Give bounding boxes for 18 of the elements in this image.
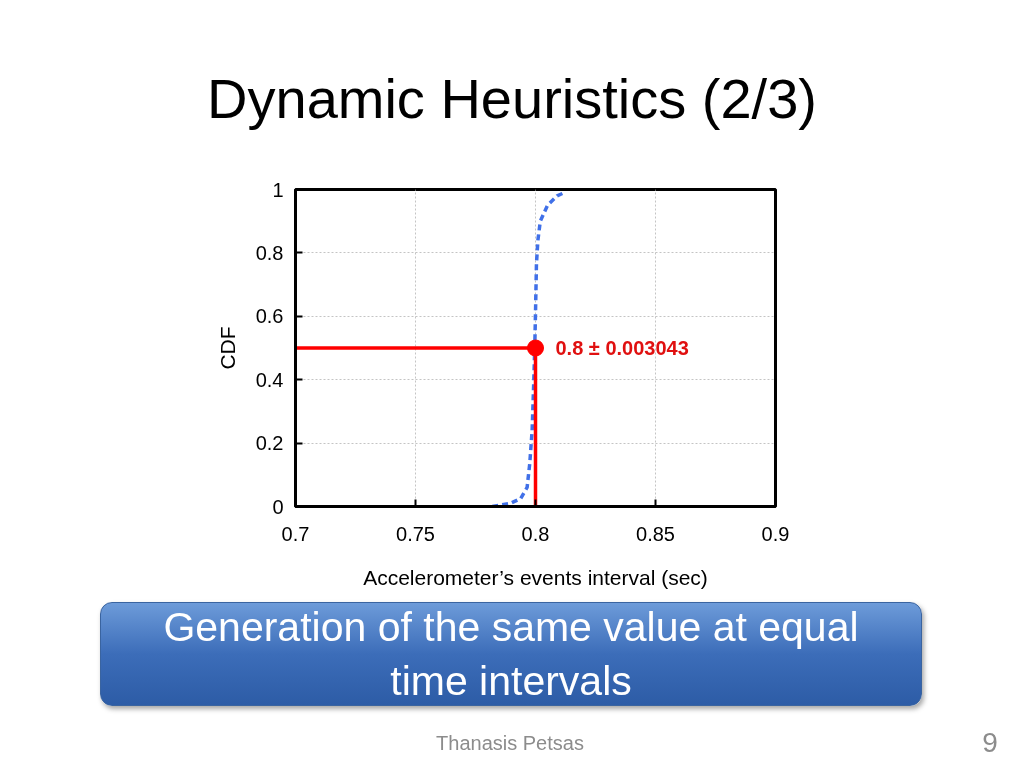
x-tick-label: 0.7	[281, 522, 310, 545]
y-tick-label: 0.2	[255, 432, 284, 455]
y-axis-title: CDF	[215, 326, 239, 370]
text: 9	[981, 726, 999, 760]
x-tick-label: 0.8	[521, 522, 550, 545]
x-tick-label: 0.75	[396, 522, 435, 545]
x-tick-label: 0.85	[636, 522, 675, 545]
y-tick-label: 0	[272, 495, 284, 518]
y-tick-label: 0.6	[255, 305, 284, 328]
x-tick-label: 0.9	[761, 522, 790, 545]
annotation: 0.8 ± 0.003043	[555, 337, 689, 359]
text: Generation of the same value at equal time intervals	[162, 603, 860, 706]
x-axis-title: Accelerometer’s events interval (sec)	[363, 565, 708, 589]
y-tick-label: 1	[272, 178, 284, 201]
y-tick-label: 0.4	[255, 368, 284, 391]
text: Thanasis Petsas	[435, 731, 585, 756]
chart-title: Dynamic Heuristics (2/3)	[206, 66, 818, 132]
y-tick-label: 0.8	[255, 241, 284, 264]
